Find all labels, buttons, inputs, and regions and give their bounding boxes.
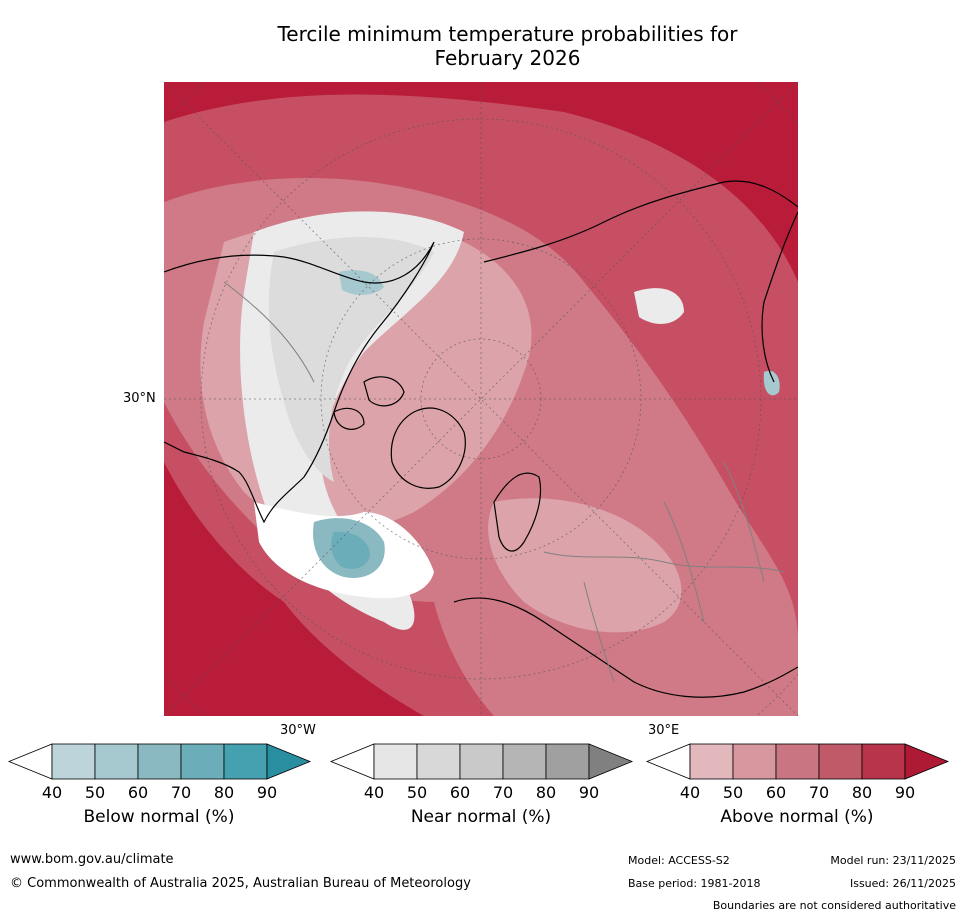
- colorbar-below-normal-bin-3: [180, 743, 225, 780]
- footer-base-period: Base period: 1981-2018: [628, 877, 761, 890]
- colorbar-near-normal-ticks: 40 50 60 70 80 90: [331, 783, 631, 803]
- map-canvas: [164, 82, 798, 716]
- colorbar-near-normal-tick: 80: [535, 783, 557, 802]
- colorbar-near-normal-bin-2: [459, 743, 504, 780]
- colorbar-above-normal-tick: 90: [894, 783, 916, 802]
- colorbar-below-normal-tick: 70: [170, 783, 192, 802]
- colorbar-near-normal-extend-low: [329, 743, 375, 780]
- colorbar-above-normal-label: Above normal (%): [720, 807, 874, 827]
- colorbar-near-normal-bin-0: [373, 743, 418, 780]
- colorbar-above-normal-tick: 70: [808, 783, 830, 802]
- footer-website: www.bom.gov.au/climate: [10, 852, 174, 867]
- graticule: [164, 82, 798, 716]
- lat-label-30n: 30°N: [123, 391, 156, 406]
- region-near-normal-eurasia: [634, 288, 684, 324]
- footer-model: Model: ACCESS-S2: [628, 854, 730, 867]
- colorbar-below-normal-bin-4: [223, 743, 268, 780]
- colorbar-below-normal-tick: 80: [213, 783, 235, 802]
- coastlines: [164, 180, 798, 698]
- colorbar-near-normal: 40 50 60 70 80 90 Near normal (%): [329, 743, 634, 843]
- colorbar-above-normal-extend-high: [904, 743, 950, 780]
- colorbar-near-normal-bin-4: [545, 743, 590, 780]
- title-line-1: Tercile minimum temperature probabilitie…: [277, 22, 738, 46]
- lon-label-30e: 30°E: [648, 723, 680, 738]
- colorbar-above-normal-tick: 80: [851, 783, 873, 802]
- footer-issued: Issued: 26/11/2025: [849, 877, 956, 890]
- colorbar-above-normal-bin-1: [732, 743, 777, 780]
- colorbar-above-normal-bin-3: [818, 743, 863, 780]
- colorbar-below-normal-tick: 50: [84, 783, 106, 802]
- colorbar-above-normal-tick: 40: [679, 783, 701, 802]
- colorbar-below-normal-swatches: [7, 743, 312, 780]
- colorbar-near-normal-tick: 40: [363, 783, 385, 802]
- chart-title: Tercile minimum temperature probabilitie…: [200, 22, 815, 70]
- colorbar-below-normal-extend-high: [266, 743, 312, 780]
- colorbar-near-normal-tick: 70: [492, 783, 514, 802]
- coast-asia-north: [483, 180, 798, 263]
- colorbar-near-normal-swatches: [329, 743, 634, 780]
- coast-asia-east: [761, 211, 798, 383]
- footer-model-run: Model run: 23/11/2025: [830, 854, 956, 867]
- colorbar-below-normal-extend-low: [7, 743, 53, 780]
- colorbar-above-normal-bin-4: [861, 743, 906, 780]
- colorbar-above-normal: 40 50 60 70 80 90 Above normal (%): [645, 743, 950, 843]
- region-above-eurasia-light: [488, 498, 682, 633]
- colorbar-near-normal-tick: 90: [578, 783, 600, 802]
- colorbar-below-normal-tick: 60: [127, 783, 149, 802]
- colorbar-near-normal-tick: 50: [406, 783, 428, 802]
- coast-europe: [453, 597, 798, 698]
- colorbar-above-normal-extend-low: [645, 743, 691, 780]
- colorbar-below-normal-bin-1: [94, 743, 139, 780]
- colorbar-below-normal-tick: 90: [256, 783, 278, 802]
- region-below-normal-core: [331, 531, 370, 569]
- colorbar-below-normal: 40 50 60 70 80 90 Below normal (%): [7, 743, 312, 843]
- footer-copyright: © Commonwealth of Australia 2025, Austra…: [10, 876, 471, 891]
- colorbar-near-normal-extend-high: [588, 743, 634, 780]
- colorbar-near-normal-bin-1: [416, 743, 461, 780]
- colorbar-below-normal-ticks: 40 50 60 70 80 90: [9, 783, 309, 803]
- footer-disclaimer: Boundaries are not considered authoritat…: [712, 899, 956, 912]
- lon-label-30w: 30°W: [280, 723, 316, 738]
- colorbar-above-normal-ticks: 40 50 60 70 80 90: [647, 783, 947, 803]
- country-borders: [223, 281, 785, 683]
- colorbar-above-normal-tick: 50: [722, 783, 744, 802]
- coast-greenland: [390, 407, 466, 489]
- region-below-normal-asia: [763, 370, 780, 396]
- colorbar-near-normal-label: Near normal (%): [410, 807, 552, 827]
- coast-scandinavia: [493, 472, 542, 552]
- colorbar-above-normal-tick: 60: [765, 783, 787, 802]
- title-line-2: February 2026: [434, 46, 581, 70]
- coast-arctic-islands: [333, 376, 405, 430]
- colorbar-near-normal-bin-3: [502, 743, 547, 780]
- colorbar-near-normal-tick: 60: [449, 783, 471, 802]
- polar-map: [164, 82, 798, 716]
- region-below-normal-pacific: [339, 270, 384, 295]
- coast-north-america: [164, 241, 435, 524]
- region-near-normal-inner: [268, 237, 434, 482]
- colorbar-above-normal-bin-2: [775, 743, 820, 780]
- colorbar-below-normal-bin-0: [51, 743, 96, 780]
- colorbar-below-normal-tick: 40: [41, 783, 63, 802]
- colorbar-below-normal-bin-2: [137, 743, 182, 780]
- colorbar-above-normal-swatches: [645, 743, 950, 780]
- colorbar-above-normal-bin-0: [689, 743, 734, 780]
- colorbar-below-normal-label: Below normal (%): [83, 807, 235, 827]
